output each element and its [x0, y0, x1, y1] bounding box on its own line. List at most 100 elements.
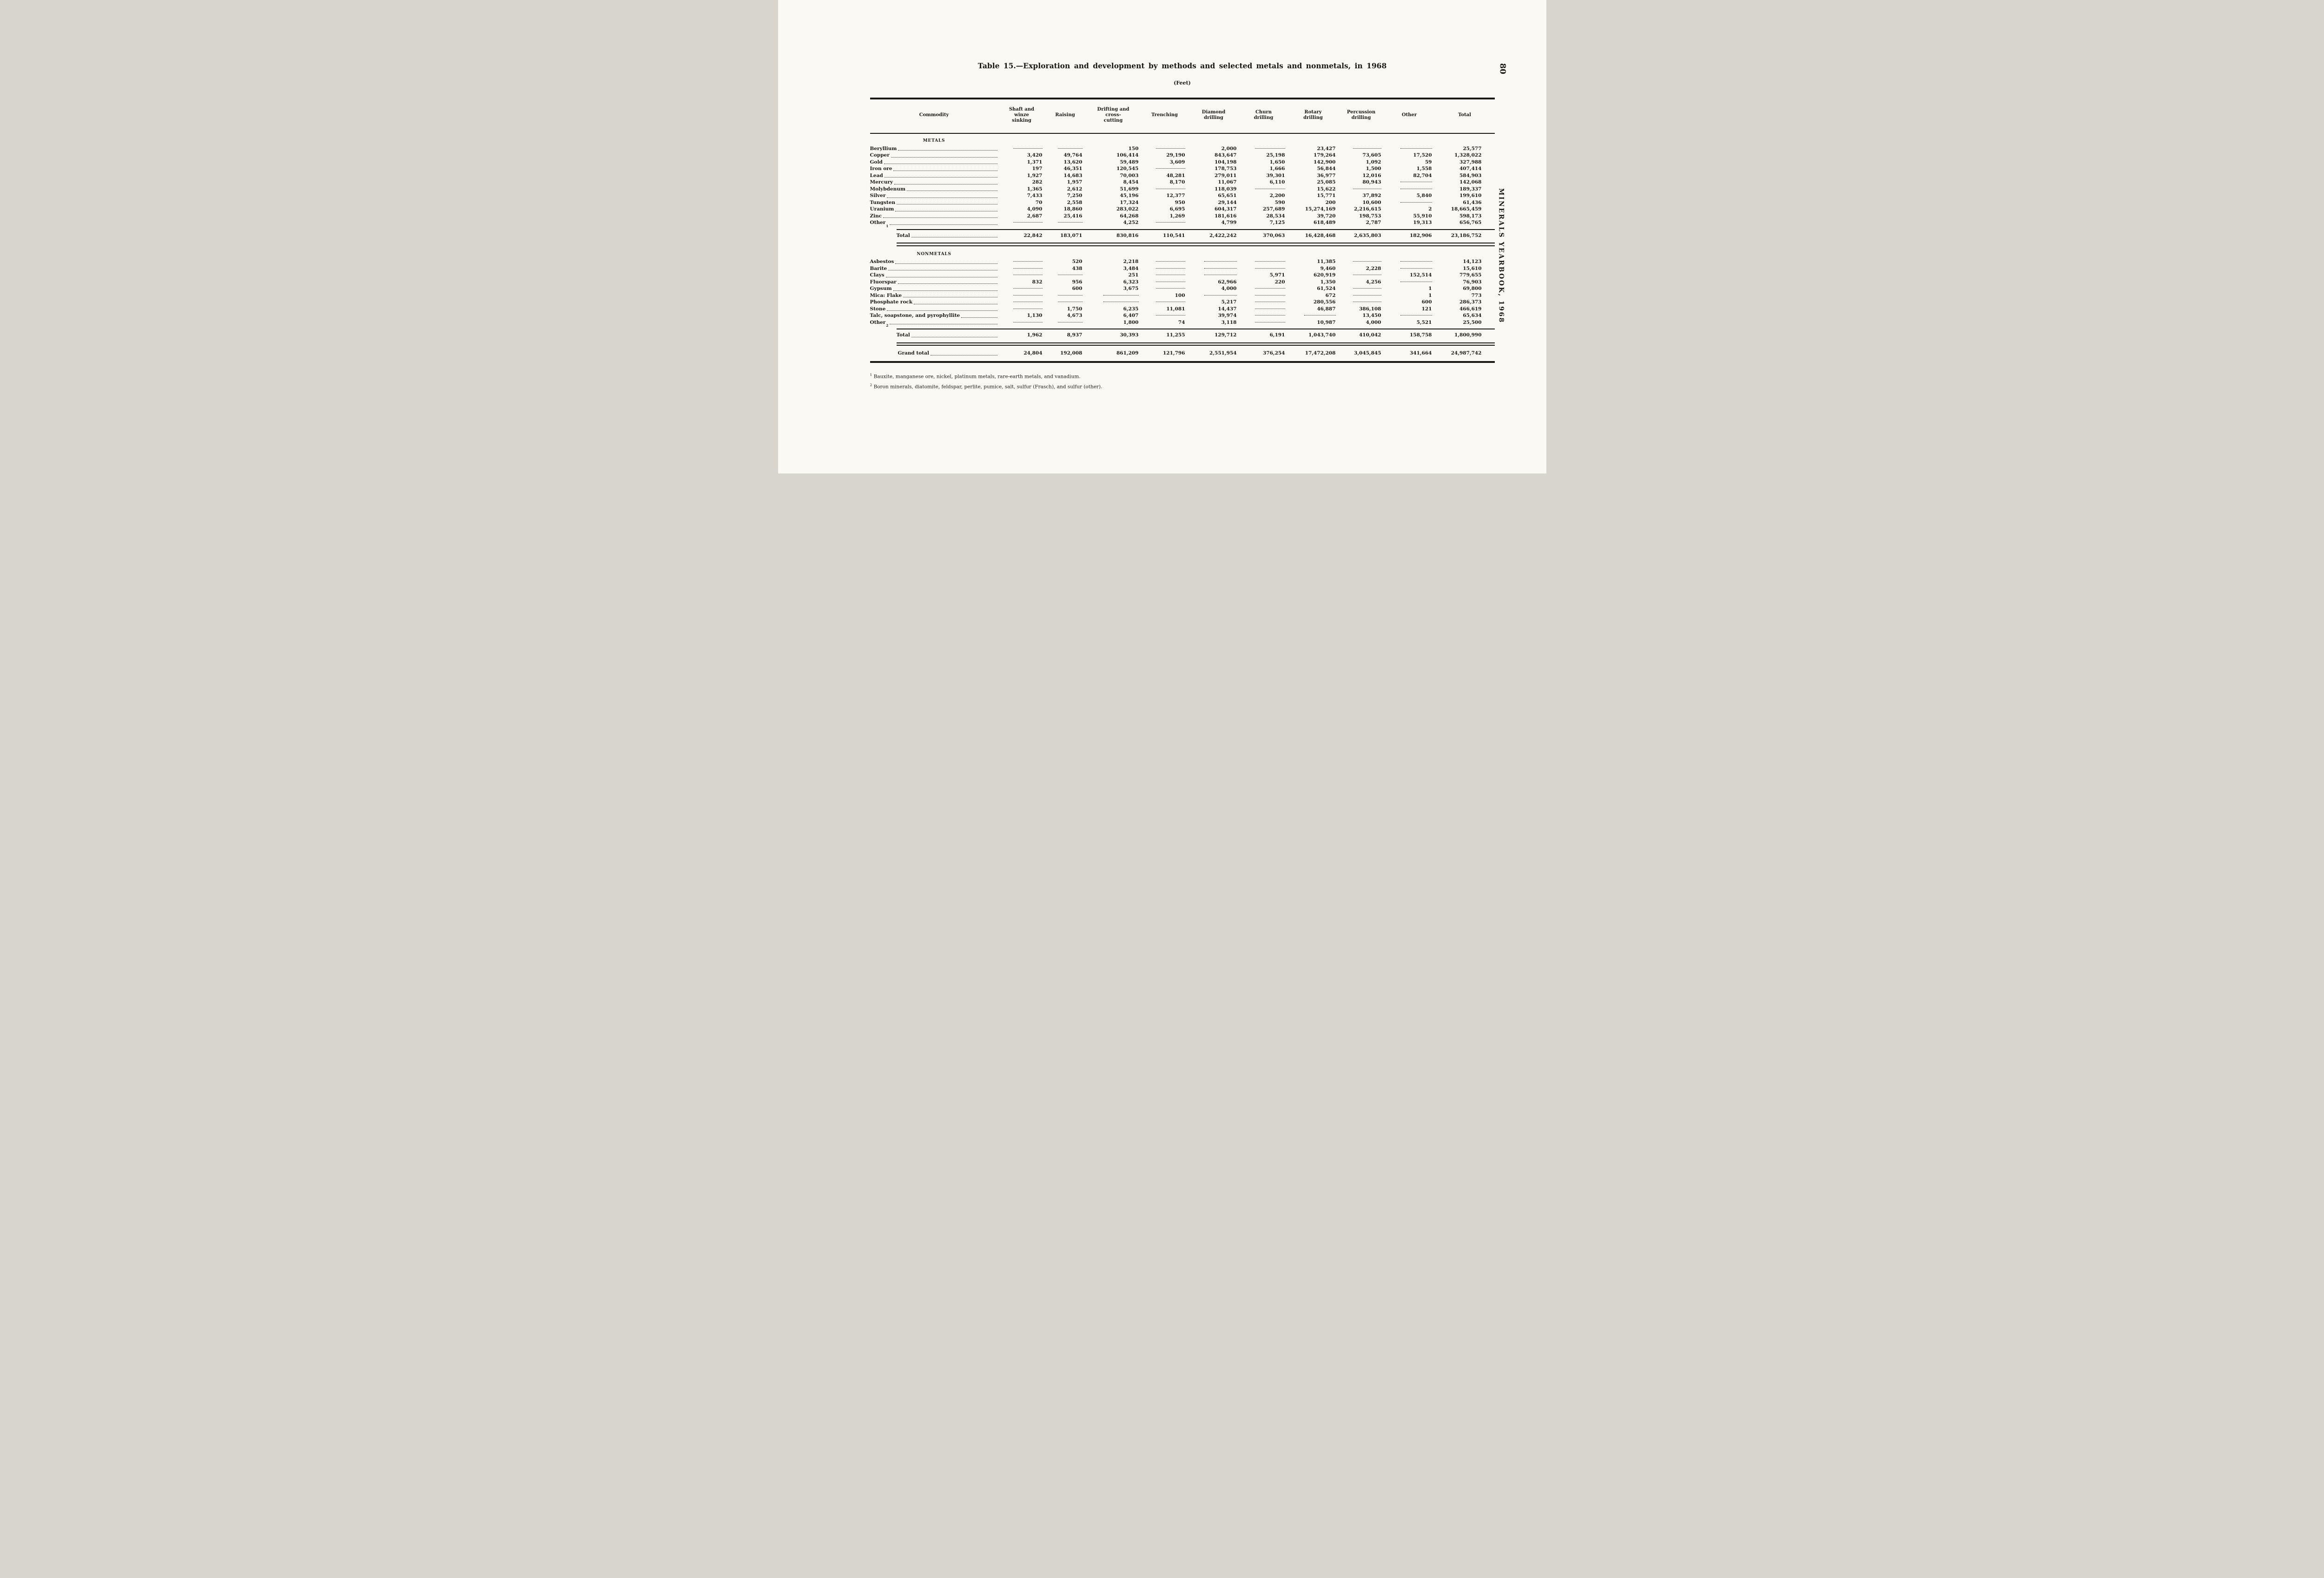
numeric-cell: 49,764 [1063, 152, 1083, 158]
numeric-cell [1142, 186, 1188, 193]
numeric-cell: 64,268 [1120, 213, 1139, 219]
numeric-cell: 407,414 [1459, 166, 1482, 171]
numeric-cell: 104,198 [1215, 159, 1237, 165]
dotted-leader [895, 263, 997, 264]
blank-cell-dashes [1156, 222, 1185, 223]
numeric-cell: 192,008 [1060, 350, 1083, 356]
blank-cell-dashes [1254, 268, 1285, 269]
numeric-cell [1384, 258, 1435, 265]
numeric-cell: 110,541 [1163, 232, 1185, 238]
numeric-cell [1085, 299, 1142, 306]
numeric-cell: 45,196 [1120, 193, 1139, 198]
numeric-cell [998, 219, 1045, 226]
commodity-label: Fluorspar [870, 279, 998, 286]
numeric-cell: 65,651 [1218, 193, 1237, 198]
numeric-cell: 618,489 [1314, 220, 1336, 225]
commodity-label: Asbestos [870, 258, 998, 265]
numeric-cell [1142, 279, 1188, 286]
commodity-name: Iron ore [870, 166, 892, 171]
numeric-cell [1384, 145, 1435, 152]
side-running-title: MINERALS YEARBOOK, 1968 [1497, 188, 1505, 323]
blank-cell-dashes [1254, 288, 1285, 289]
numeric-cell: 4,673 [1067, 313, 1083, 318]
commodity-name: Other [870, 220, 886, 225]
numeric-cell: 74 [1178, 319, 1185, 325]
numeric-cell: 600 [1421, 299, 1432, 305]
numeric-cell [998, 299, 1045, 306]
blank-cell-dashes [1103, 295, 1139, 296]
commodity-label: Iron ore [870, 165, 998, 172]
numeric-cell: 590 [1274, 199, 1285, 205]
numeric-cell: 106,414 [1116, 152, 1139, 158]
grand-total-row: Grand total 24,804 192,008 861,209 121,796 2,… [870, 347, 1495, 362]
numeric-cell: 7,125 [1269, 220, 1285, 225]
table-row: Gypsum 600 3,675 4,000 61,524 1 69,800 [870, 285, 1495, 292]
numeric-cell: 6,695 [1169, 206, 1185, 212]
footnotes: 1 Bauxite, manganese ore, nickel, platin… [870, 371, 1428, 391]
numeric-cell [1384, 312, 1435, 319]
numeric-cell: 6,235 [1123, 306, 1139, 312]
double-rule [870, 240, 1495, 247]
numeric-cell: 82,704 [1413, 172, 1432, 178]
numeric-cell: 5,217 [1221, 299, 1237, 305]
numeric-cell: 121,796 [1163, 350, 1185, 356]
numeric-cell: 7,250 [1067, 193, 1083, 198]
commodity-name: Tungsten [870, 199, 896, 205]
numeric-cell [1240, 258, 1288, 265]
numeric-cell: 1,371 [1027, 159, 1043, 165]
footnote-text: Boron minerals, diatomite, feldspar, per… [873, 384, 1103, 389]
numeric-cell: 4,000 [1366, 319, 1381, 325]
commodity-label: Tungsten [870, 199, 998, 206]
numeric-cell: 15,622 [1317, 186, 1336, 192]
blank-cell-dashes [1013, 222, 1043, 223]
numeric-cell: 2,558 [1067, 199, 1083, 205]
numeric-cell: 200 [1325, 199, 1336, 205]
numeric-cell: 14,437 [1218, 306, 1237, 312]
numeric-cell: 584,903 [1459, 172, 1482, 178]
table-unit-subtitle: (Feet) [1174, 80, 1191, 86]
numeric-cell: 61,436 [1463, 199, 1482, 205]
commodity-label: Talc, soapstone, and pyrophyllite [870, 312, 998, 319]
commodity-name: Phosphate rock [870, 299, 913, 305]
numeric-cell [1142, 272, 1188, 279]
blank-cell-dashes [1353, 295, 1381, 296]
dotted-leader [887, 310, 997, 311]
blank-cell-dashes [1254, 261, 1285, 262]
numeric-cell: 2,787 [1366, 220, 1381, 225]
blank-cell-dashes [1057, 222, 1083, 223]
commodity-name: Fluorspar [870, 279, 897, 285]
column-header-label: Churn drilling [1254, 109, 1274, 120]
numeric-cell: 11,255 [1166, 332, 1185, 338]
numeric-cell [1339, 272, 1384, 279]
page-number: 80 [1498, 63, 1507, 74]
dotted-leader [891, 157, 997, 158]
numeric-cell [1045, 272, 1085, 279]
commodity-name: Mercury [870, 179, 893, 185]
numeric-cell: 76,903 [1463, 279, 1482, 285]
numeric-cell: 861,209 [1116, 350, 1139, 356]
column-header: Diamond drilling [1188, 99, 1240, 134]
table-row: Clays 251 5,971 620,919 152,514 779,655 [870, 272, 1495, 279]
numeric-cell: 11,067 [1218, 179, 1237, 185]
numeric-cell: 3,045,845 [1354, 350, 1381, 356]
commodity-name: Zinc [870, 213, 882, 219]
numeric-cell [1384, 186, 1435, 193]
numeric-cell: 69,800 [1463, 286, 1482, 291]
commodity-name: Beryllium [870, 145, 897, 151]
table-row: Molybdenum 1,365 2,612 51,699 118,039 15,622 1… [870, 186, 1495, 193]
table-row: Uranium 4,090 18,860 283,022 6,695 604,317 257… [870, 206, 1495, 213]
dotted-leader [898, 283, 997, 284]
commodity-label: Other 2 [870, 319, 998, 327]
numeric-cell: 1,558 [1416, 166, 1432, 171]
numeric-cell [1339, 285, 1384, 292]
single-rule [870, 326, 1495, 329]
blank-cell-dashes [1156, 168, 1185, 169]
footnote-marker: 2 [870, 382, 872, 387]
column-header: Churn drilling [1239, 99, 1288, 134]
numeric-cell: 7,433 [1027, 193, 1043, 198]
commodity-label: Beryllium [870, 145, 998, 152]
numeric-cell [1240, 285, 1288, 292]
numeric-cell: 4,252 [1123, 220, 1139, 225]
numeric-cell [998, 319, 1045, 326]
commodity-label: Gypsum [870, 285, 998, 292]
